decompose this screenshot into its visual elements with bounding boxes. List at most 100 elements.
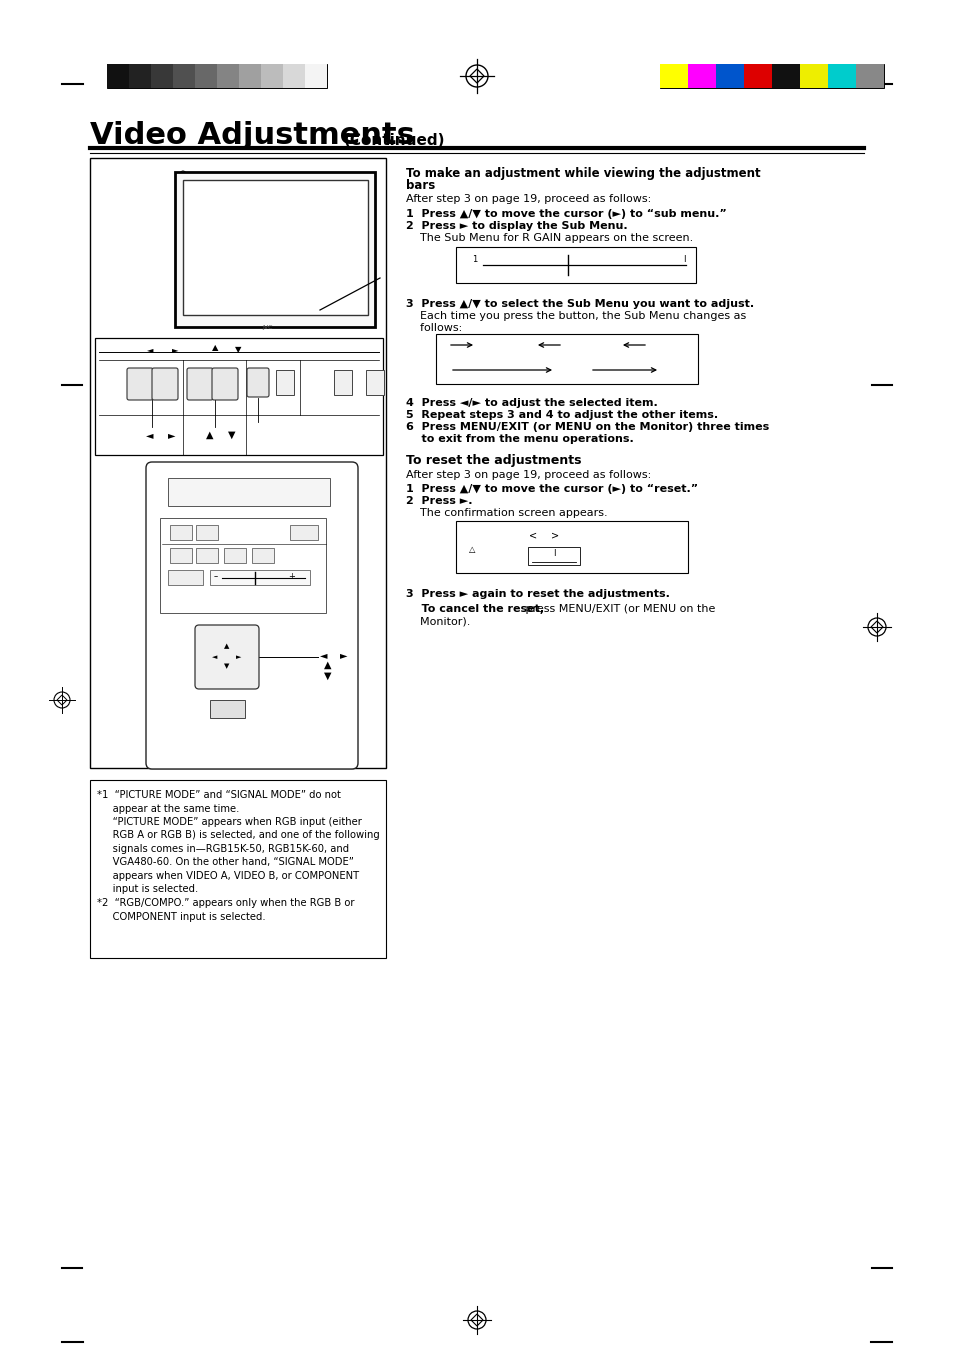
Text: appears when VIDEO A, VIDEO B, or COMPONENT: appears when VIDEO A, VIDEO B, or COMPON… bbox=[97, 871, 358, 882]
Bar bbox=[172, 64, 194, 88]
Circle shape bbox=[338, 324, 340, 327]
Bar bbox=[456, 247, 696, 283]
Text: >: > bbox=[551, 531, 558, 541]
Text: 2  Press ►.: 2 Press ►. bbox=[406, 496, 472, 506]
Text: 5  Repeat steps 3 and 4 to adjust the other items.: 5 Repeat steps 3 and 4 to adjust the oth… bbox=[406, 410, 718, 420]
Text: –: – bbox=[213, 572, 218, 581]
Bar bbox=[283, 64, 305, 88]
Text: To cancel the reset,: To cancel the reset, bbox=[406, 604, 543, 614]
Text: I: I bbox=[552, 549, 555, 558]
Bar bbox=[687, 64, 716, 88]
Bar bbox=[827, 64, 855, 88]
Bar bbox=[659, 64, 687, 88]
Text: ▲: ▲ bbox=[212, 343, 218, 352]
Circle shape bbox=[180, 170, 186, 177]
Bar bbox=[195, 525, 218, 539]
Bar bbox=[107, 64, 327, 88]
Text: COMPONENT input is selected.: COMPONENT input is selected. bbox=[97, 911, 265, 922]
Bar bbox=[800, 64, 827, 88]
Bar bbox=[275, 370, 294, 395]
Bar bbox=[305, 64, 327, 88]
Bar bbox=[216, 64, 239, 88]
Bar bbox=[855, 64, 883, 88]
FancyBboxPatch shape bbox=[194, 625, 258, 690]
Text: RGB A or RGB B) is selected, and one of the following: RGB A or RGB B) is selected, and one of … bbox=[97, 830, 379, 841]
Text: 6  Press MENU/EXIT (or MENU on the Monitor) three times: 6 Press MENU/EXIT (or MENU on the Monito… bbox=[406, 422, 768, 433]
Bar bbox=[95, 338, 382, 456]
Text: appear at the same time.: appear at the same time. bbox=[97, 803, 239, 814]
Text: I: I bbox=[682, 256, 685, 264]
Text: 2  Press ► to display the Sub Menu.: 2 Press ► to display the Sub Menu. bbox=[406, 220, 627, 231]
Text: ►: ► bbox=[339, 650, 347, 660]
Text: ►: ► bbox=[236, 654, 241, 660]
Text: to exit from the menu operations.: to exit from the menu operations. bbox=[406, 434, 633, 443]
Text: ◄: ◄ bbox=[319, 650, 327, 660]
Text: The confirmation screen appears.: The confirmation screen appears. bbox=[406, 508, 607, 518]
Text: 1: 1 bbox=[472, 256, 476, 264]
Bar bbox=[174, 172, 375, 327]
Text: △: △ bbox=[468, 545, 475, 554]
Text: *1  “PICTURE MODE” and “SIGNAL MODE” do not: *1 “PICTURE MODE” and “SIGNAL MODE” do n… bbox=[97, 790, 340, 800]
Bar bbox=[170, 525, 192, 539]
Bar bbox=[129, 64, 151, 88]
Bar bbox=[205, 662, 249, 679]
Text: JVC: JVC bbox=[262, 324, 273, 330]
Text: Each time you press the button, the Sub Menu changes as: Each time you press the button, the Sub … bbox=[406, 311, 745, 320]
Text: *2  “RGB/COMPO.” appears only when the RGB B or: *2 “RGB/COMPO.” appears only when the RG… bbox=[97, 898, 355, 909]
Text: (Continued): (Continued) bbox=[344, 132, 445, 147]
Text: 4  Press ◄/► to adjust the selected item.: 4 Press ◄/► to adjust the selected item. bbox=[406, 397, 657, 408]
Text: input is selected.: input is selected. bbox=[97, 884, 198, 895]
Bar bbox=[456, 521, 687, 573]
Bar bbox=[210, 571, 310, 585]
Text: ▼: ▼ bbox=[228, 430, 235, 439]
Bar bbox=[90, 780, 386, 959]
Bar bbox=[659, 64, 883, 88]
Text: ◄: ◄ bbox=[147, 345, 153, 354]
Text: The Sub Menu for R GAIN appears on the screen.: The Sub Menu for R GAIN appears on the s… bbox=[406, 233, 693, 243]
Text: ◄: ◄ bbox=[146, 430, 153, 439]
Text: <: < bbox=[528, 531, 537, 541]
Bar bbox=[233, 635, 249, 679]
Bar bbox=[261, 64, 283, 88]
Bar bbox=[334, 370, 352, 395]
Bar bbox=[290, 525, 317, 539]
FancyBboxPatch shape bbox=[212, 368, 237, 400]
Text: Video Adjustments: Video Adjustments bbox=[90, 120, 415, 150]
Bar bbox=[168, 479, 330, 506]
Text: After step 3 on page 19, proceed as follows:: After step 3 on page 19, proceed as foll… bbox=[406, 470, 651, 480]
Bar bbox=[170, 548, 192, 562]
FancyBboxPatch shape bbox=[247, 368, 269, 397]
FancyBboxPatch shape bbox=[187, 368, 213, 400]
Text: ▼: ▼ bbox=[234, 345, 241, 354]
FancyBboxPatch shape bbox=[146, 462, 357, 769]
Circle shape bbox=[358, 324, 360, 327]
Text: press MENU/EXIT (or MENU on the: press MENU/EXIT (or MENU on the bbox=[521, 604, 715, 614]
Text: 3  Press ▲/▼ to select the Sub Menu you want to adjust.: 3 Press ▲/▼ to select the Sub Menu you w… bbox=[406, 299, 753, 310]
Bar bbox=[168, 571, 203, 585]
Bar bbox=[107, 64, 129, 88]
Bar bbox=[743, 64, 771, 88]
Text: After step 3 on page 19, proceed as follows:: After step 3 on page 19, proceed as foll… bbox=[406, 193, 651, 204]
Bar bbox=[771, 64, 800, 88]
Bar bbox=[716, 64, 743, 88]
Bar bbox=[366, 370, 384, 395]
Text: +: + bbox=[288, 572, 294, 581]
Text: ▼: ▼ bbox=[324, 671, 332, 681]
Text: To reset the adjustments: To reset the adjustments bbox=[406, 454, 581, 466]
Bar bbox=[151, 64, 172, 88]
Bar bbox=[210, 700, 245, 718]
Bar bbox=[436, 334, 698, 384]
Circle shape bbox=[193, 324, 195, 327]
Text: signals comes in—RGB15K-50, RGB15K-60, and: signals comes in—RGB15K-50, RGB15K-60, a… bbox=[97, 844, 349, 854]
Text: ▲: ▲ bbox=[324, 660, 332, 671]
Text: VGA480-60. On the other hand, “SIGNAL MODE”: VGA480-60. On the other hand, “SIGNAL MO… bbox=[97, 857, 354, 868]
Text: 3  Press ► again to reset the adjustments.: 3 Press ► again to reset the adjustments… bbox=[406, 589, 669, 599]
Bar bbox=[195, 548, 218, 562]
Bar bbox=[194, 64, 216, 88]
Text: ▲: ▲ bbox=[206, 430, 213, 439]
Bar bbox=[90, 158, 386, 768]
Text: follows:: follows: bbox=[406, 323, 462, 333]
Bar bbox=[224, 548, 246, 562]
Bar bbox=[205, 635, 249, 652]
Text: ▲: ▲ bbox=[224, 644, 230, 649]
